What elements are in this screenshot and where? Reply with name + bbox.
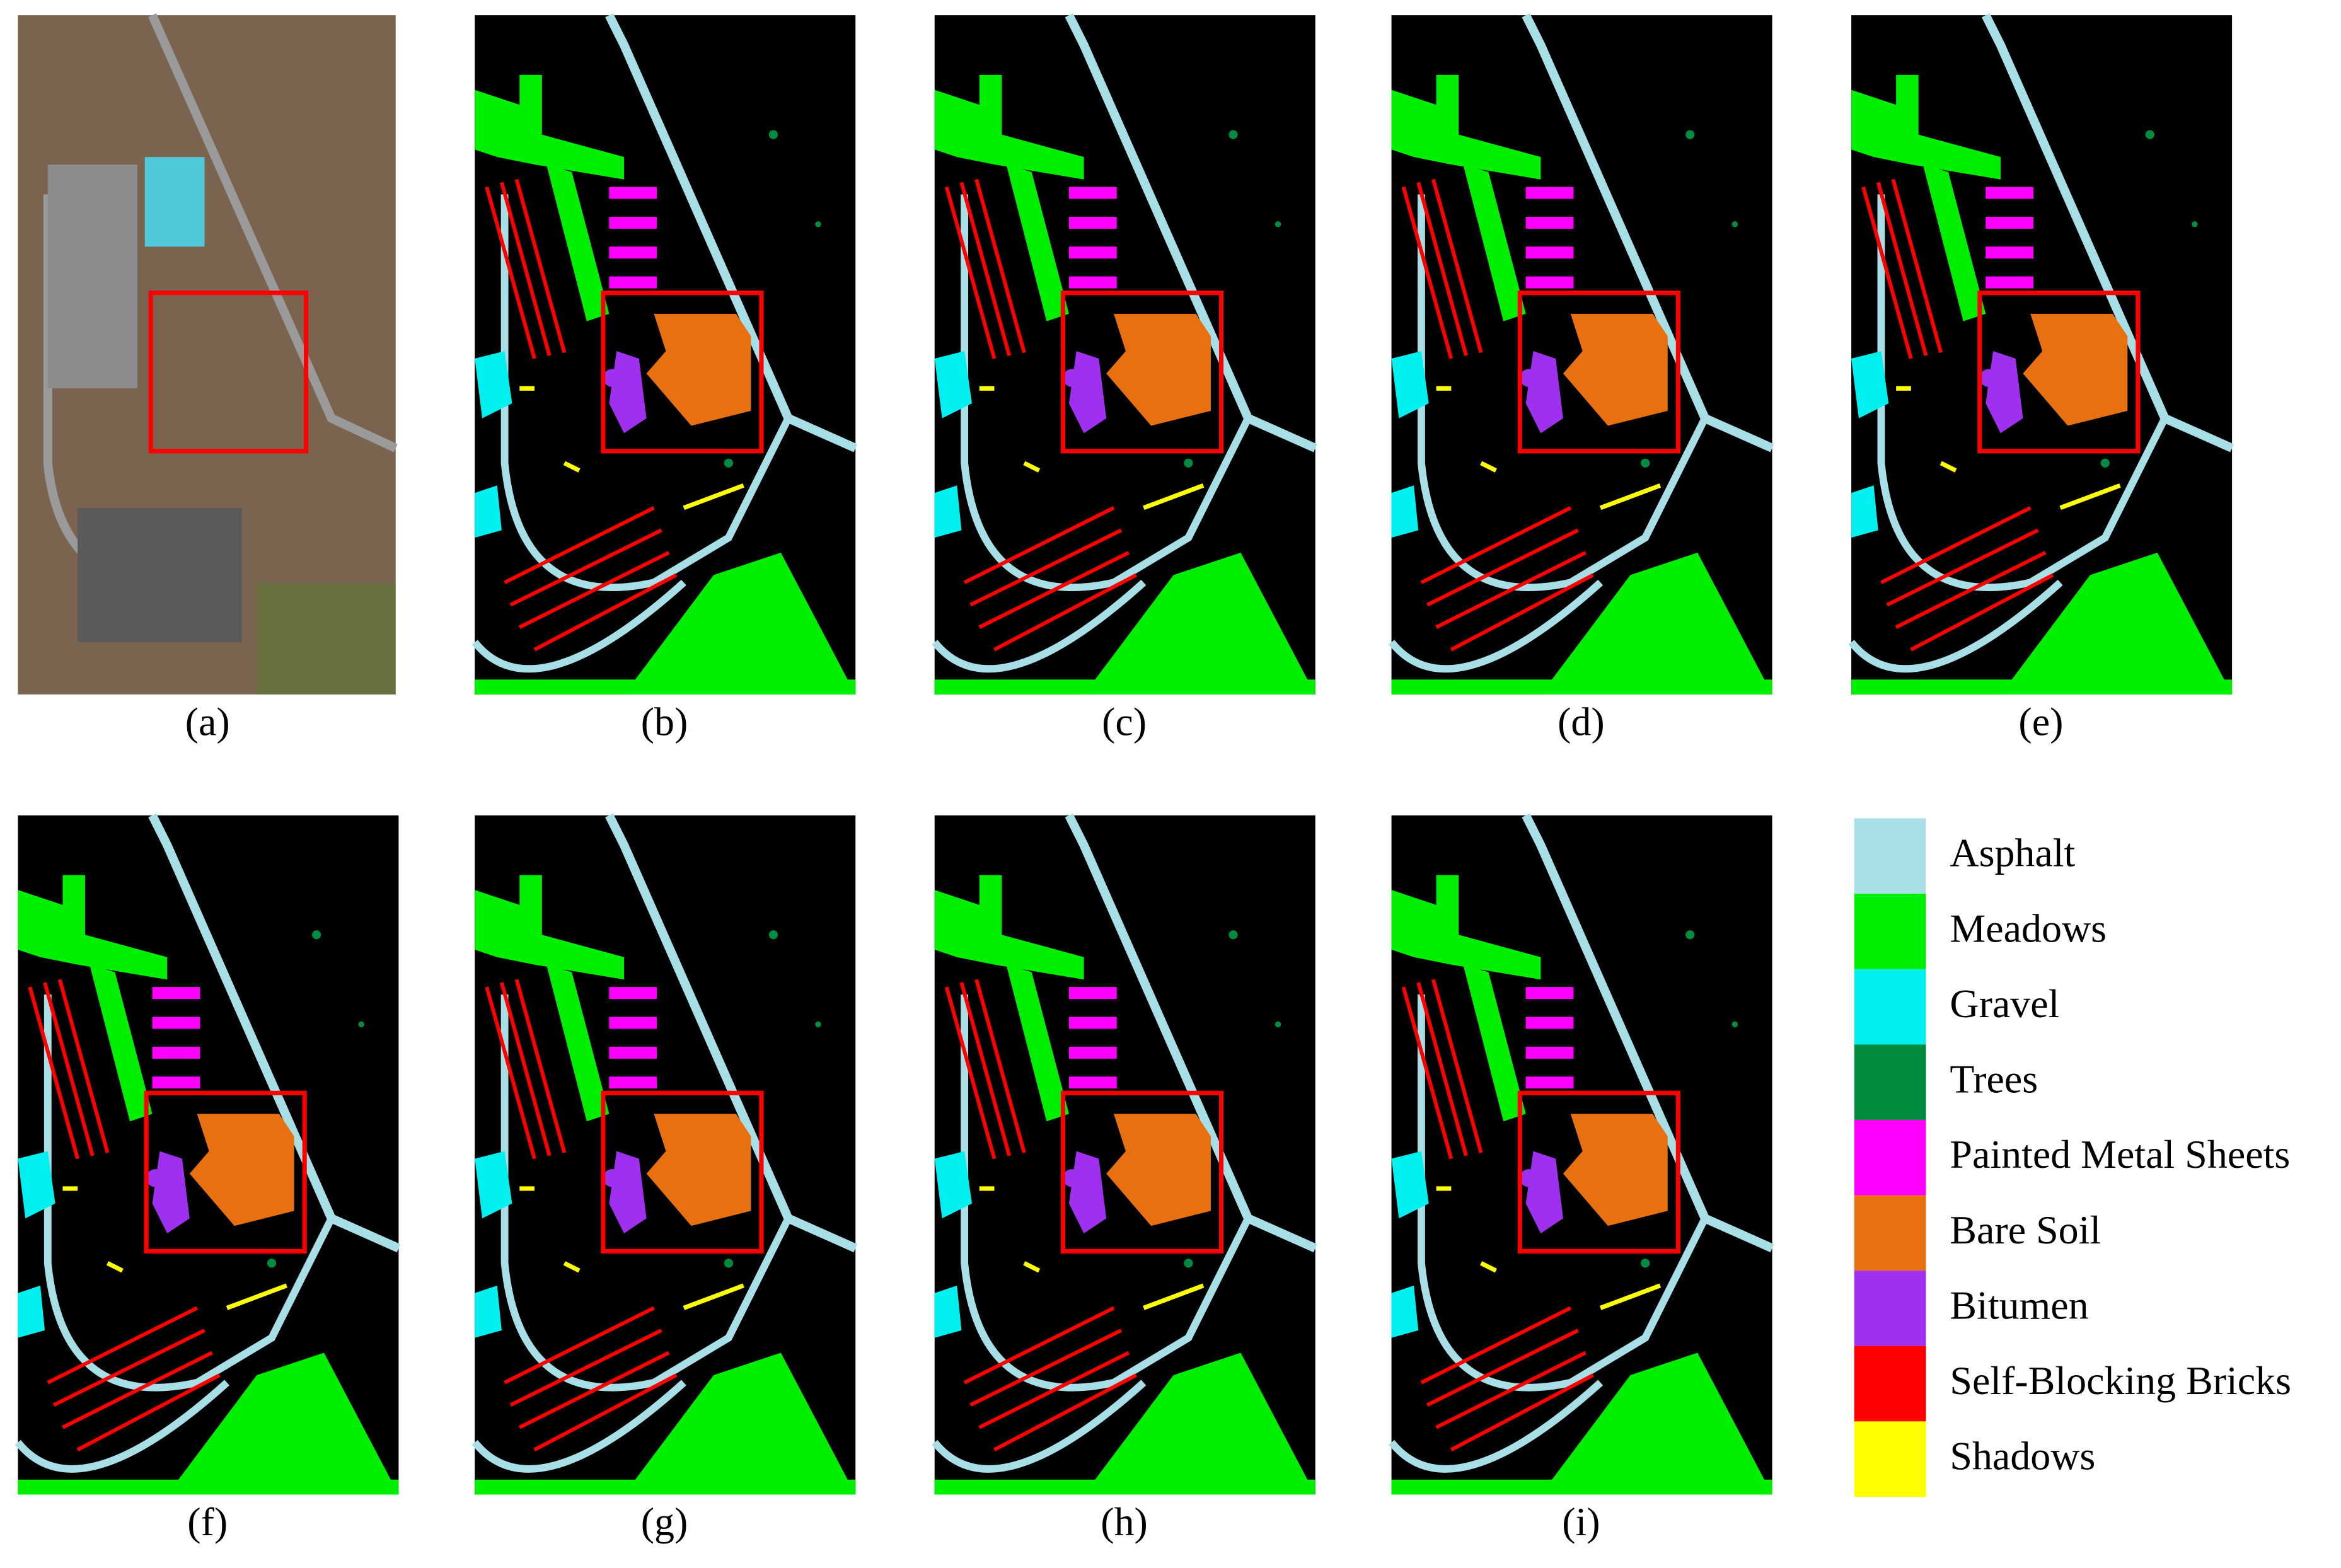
classification-map (935, 816, 1315, 1495)
legend-label: Bare Soil (1950, 1208, 2101, 1252)
aerial-field (257, 582, 396, 695)
map-panel (1851, 15, 2232, 695)
legend-swatch (1854, 894, 1926, 969)
panel-label: (b) (641, 699, 688, 744)
map-panel (935, 816, 1315, 1495)
classification-map (475, 816, 855, 1495)
highlight-box (1517, 291, 1680, 454)
map-panel (1392, 15, 1772, 695)
classification-map (1392, 816, 1772, 1495)
map-panel (1392, 816, 1772, 1495)
legend-label: Meadows (1950, 906, 2107, 950)
legend-swatch (1854, 969, 1926, 1045)
legend-swatch (1854, 1119, 1926, 1196)
map-panel (935, 15, 1315, 695)
legend-swatch (1854, 1421, 1926, 1497)
panel-label: (a) (185, 699, 230, 744)
legend-label: Self-Blocking Bricks (1950, 1358, 2291, 1403)
map-panel (475, 816, 855, 1495)
legend-swatch (1854, 818, 1926, 894)
aerial-pools (144, 157, 205, 247)
highlight-box (148, 291, 309, 454)
highlight-box (144, 1090, 307, 1254)
highlight-box (1517, 1090, 1680, 1254)
legend-swatch (1854, 1346, 1926, 1422)
highlight-box (1977, 291, 2141, 454)
aerial-buildings (47, 164, 137, 389)
classification-map (1392, 15, 1772, 695)
map-panel (18, 816, 398, 1495)
legend-label: Bitumen (1950, 1283, 2088, 1327)
classification-map (475, 15, 855, 695)
panel-label: (i) (1562, 1499, 1600, 1544)
legend-swatch (1854, 1271, 1926, 1346)
highlight-box (601, 1090, 764, 1254)
classification-map (1851, 15, 2232, 695)
highlight-box (1060, 291, 1224, 454)
legend-label: Trees (1950, 1057, 2038, 1102)
panel-label: (e) (2018, 699, 2063, 744)
classification-map (18, 816, 398, 1495)
highlight-box (601, 291, 764, 454)
legend-label: Painted Metal Sheets (1950, 1132, 2290, 1177)
panel-label: (h) (1101, 1499, 1148, 1544)
legend-swatch (1854, 1044, 1926, 1120)
map-panel (475, 15, 855, 695)
highlight-box (1060, 1090, 1224, 1254)
panel-label: (c) (1102, 699, 1147, 744)
legend-label: Gravel (1950, 981, 2059, 1026)
panel-label: (d) (1558, 699, 1605, 744)
classification-map (935, 15, 1315, 695)
legend-label: Shadows (1950, 1434, 2095, 1479)
legend-swatch (1854, 1195, 1926, 1271)
panel-label: (g) (641, 1499, 688, 1544)
legend-label: Asphalt (1950, 831, 2075, 875)
map-panel (18, 13, 398, 695)
panel-label: (f) (187, 1499, 228, 1544)
aerial-parking (78, 507, 242, 642)
